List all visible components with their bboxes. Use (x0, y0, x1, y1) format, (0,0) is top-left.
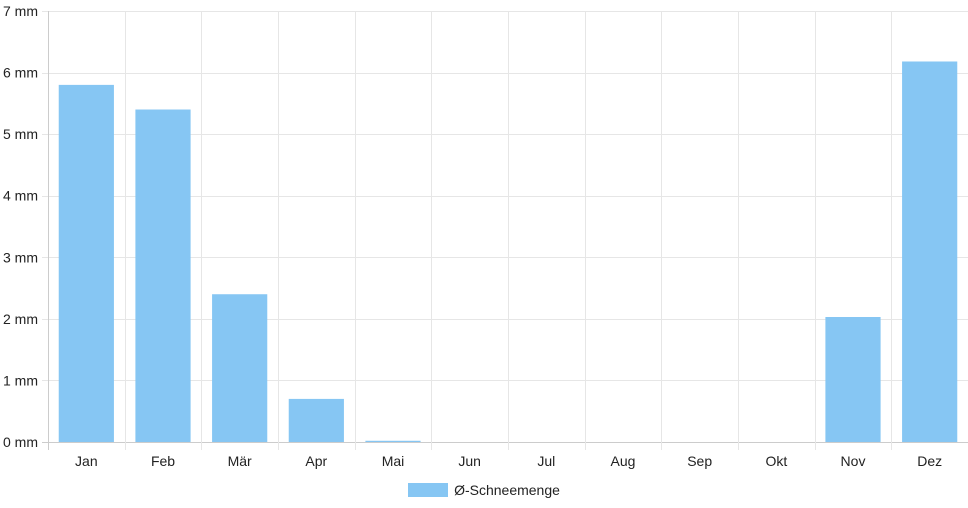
x-tick-label: Dez (917, 453, 942, 469)
x-tick-label: Mai (382, 453, 405, 469)
x-axis-ticks: Jan Feb Mär Apr Mai Jun Jul Aug Sep Okt Nov Dez (75, 453, 942, 469)
grid-lines (42, 11, 968, 450)
y-axis-ticks: 0 mm 1 mm 2 mm 3 mm 4 mm 5 mm 6 mm 7 mm (3, 3, 38, 450)
bars (58, 61, 958, 442)
x-tick-label: Jan (75, 453, 98, 469)
x-tick-label: Okt (765, 453, 787, 469)
x-tick-label: Apr (305, 453, 327, 469)
y-tick-label: 0 mm (3, 434, 38, 450)
y-tick-label: 3 mm (3, 249, 38, 265)
x-tick-label: Jun (458, 453, 481, 469)
bar-Dez[interactable] (902, 61, 958, 442)
bar-Feb[interactable] (135, 109, 191, 442)
bar-Mai[interactable] (365, 440, 421, 442)
x-tick-label: Mär (228, 453, 252, 469)
y-tick-label: 1 mm (3, 372, 38, 388)
bar-Mär[interactable] (212, 294, 268, 442)
x-tick-label: Aug (611, 453, 636, 469)
y-tick-label: 5 mm (3, 126, 38, 142)
legend-swatch (408, 483, 449, 497)
x-tick-label: Feb (151, 453, 175, 469)
legend-label: Ø-Schneemenge (454, 482, 560, 498)
y-tick-label: 7 mm (3, 3, 38, 19)
bar-Jan[interactable] (58, 84, 114, 442)
bar-Nov[interactable] (825, 317, 881, 442)
y-tick-label: 2 mm (3, 311, 38, 327)
bar-Apr[interactable] (288, 398, 344, 442)
y-tick-label: 6 mm (3, 65, 38, 81)
x-tick-label: Nov (841, 453, 866, 469)
y-tick-label: 4 mm (3, 188, 38, 204)
legend[interactable]: Ø-Schneemenge (0, 478, 968, 502)
x-tick-label: Sep (687, 453, 712, 469)
x-tick-label: Jul (537, 453, 555, 469)
